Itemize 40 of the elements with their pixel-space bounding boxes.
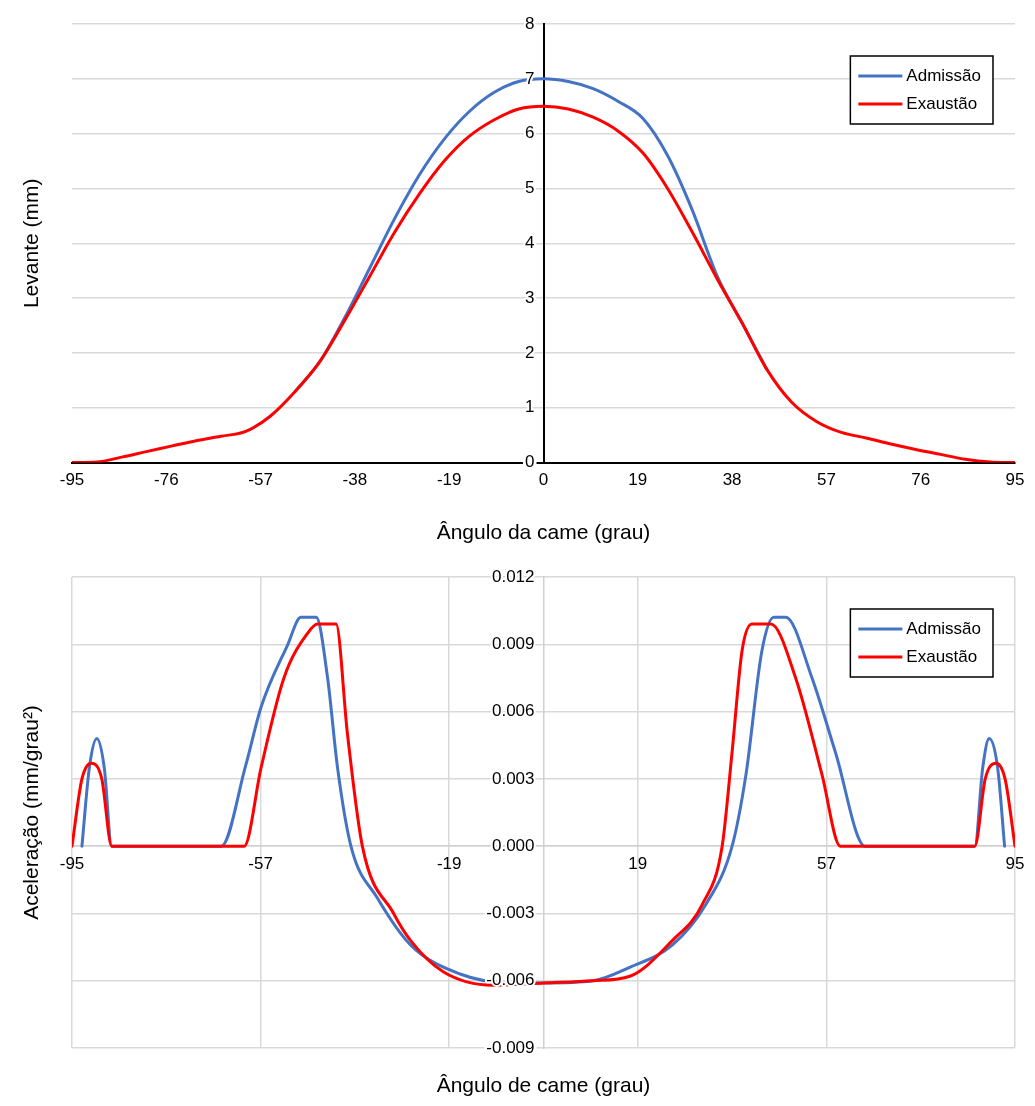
y-tick-label: 0.003 <box>491 768 535 788</box>
x-tick-label: 19 <box>628 470 648 490</box>
y-tick-label: 3 <box>525 287 535 307</box>
y-tick-label: 1 <box>525 397 535 417</box>
x-tick-label: -95 <box>59 854 85 874</box>
y-tick-label: 5 <box>525 178 535 198</box>
y-tick-label: 2 <box>525 342 535 362</box>
legend-label: Admissão <box>906 618 981 638</box>
y-tick-label: 8 <box>525 13 535 33</box>
y-tick-label: -0.009 <box>486 1037 535 1057</box>
x-tick-label: 0 <box>538 470 549 490</box>
x-tick-label: 76 <box>911 470 931 490</box>
y-tick-label: 6 <box>525 123 535 143</box>
y-axis-title: Aceleração (mm/grau²) <box>18 705 42 920</box>
x-tick-label: 19 <box>628 854 648 874</box>
x-tick-label: -38 <box>342 470 368 490</box>
y-tick-label: 0 <box>525 452 535 472</box>
y-tick-label: 0.012 <box>491 566 535 586</box>
y-tick-label: 4 <box>525 232 535 252</box>
legend-label: Exaustão <box>906 93 978 113</box>
legend-label: Exaustão <box>906 646 978 666</box>
x-tick-label: 95 <box>1005 854 1025 874</box>
x-tick-label: -57 <box>248 854 273 874</box>
y-axis-title: Levante (mm) <box>18 178 42 309</box>
legend-label: Admissão <box>906 65 981 85</box>
x-tick-label: -57 <box>248 470 273 490</box>
y-tick-label: -0.003 <box>486 903 535 923</box>
y-tick-label: 0.009 <box>491 633 535 653</box>
x-tick-label: 38 <box>722 470 742 490</box>
x-axis-title: Ângulo da came (grau) <box>436 519 651 543</box>
x-tick-label: -19 <box>436 854 462 874</box>
y-tick-label: 0.006 <box>491 701 535 721</box>
x-tick-label: -76 <box>154 470 179 490</box>
x-tick-label: 95 <box>1005 470 1025 490</box>
x-axis-title: Ângulo de came (grau) <box>436 1072 651 1096</box>
y-tick-label: 0.000 <box>491 835 535 855</box>
x-tick-label: -19 <box>436 470 462 490</box>
x-tick-label: 57 <box>816 854 836 874</box>
x-tick-label: 57 <box>816 470 836 490</box>
x-tick-label: -95 <box>59 470 85 490</box>
